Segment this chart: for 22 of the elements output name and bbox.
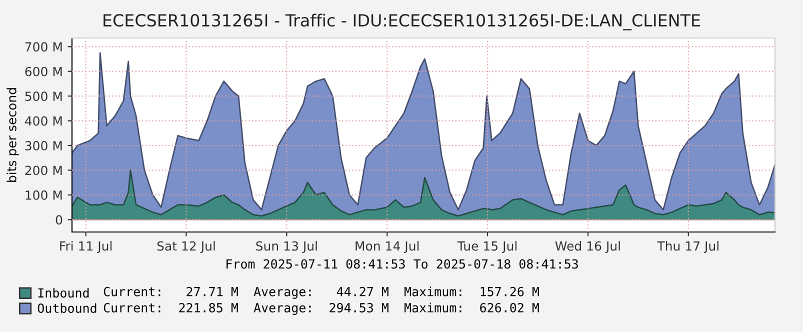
y-tick-label: 400 M [24, 116, 62, 126]
text: Current: 221.85 M Average: 294.53 M Maximum: 626.02 M [104, 302, 539, 315]
x-tick-label: Thu 17 Jul [657, 241, 718, 254]
y-tick-label: 300 M [25, 140, 62, 150]
x-tick-label: Mon 14 Jul [356, 241, 419, 254]
y-tick-label: 0 [56, 215, 62, 225]
y-tick-label: 100 M [26, 190, 62, 200]
text: Current: 27.71 M Average: 44.27 M Maximum: 157.26 M [104, 286, 539, 299]
x-tick-label: Tue 15 Jul [457, 241, 517, 254]
legend-label: Outbound [38, 303, 96, 313]
x-tick-label: Wed 16 Jul [555, 241, 620, 254]
y-axis-title: bits per second [6, 88, 19, 182]
y-tick-label: 200 M [25, 166, 62, 176]
chart-title: ECECSER10131265I - Traffic - IDU:ECECSER10131265I-DE:LAN_CLIENTE [104, 14, 700, 30]
x-axis-title: From 2025-07-11 08:41:53 To 2025-07-18 08:41:53 [226, 259, 578, 269]
y-tick-label: 600 M [25, 66, 62, 76]
y-tick-label: 500 M [25, 92, 62, 102]
x-tick-label: Sat 12 Jul [157, 241, 215, 254]
y-tick-label: 700 M [25, 42, 62, 52]
x-tick-label: Fri 11 Jul [60, 241, 112, 254]
legend-label: Inbound [38, 288, 89, 298]
x-tick-label: Sun 13 Jul [256, 241, 317, 254]
